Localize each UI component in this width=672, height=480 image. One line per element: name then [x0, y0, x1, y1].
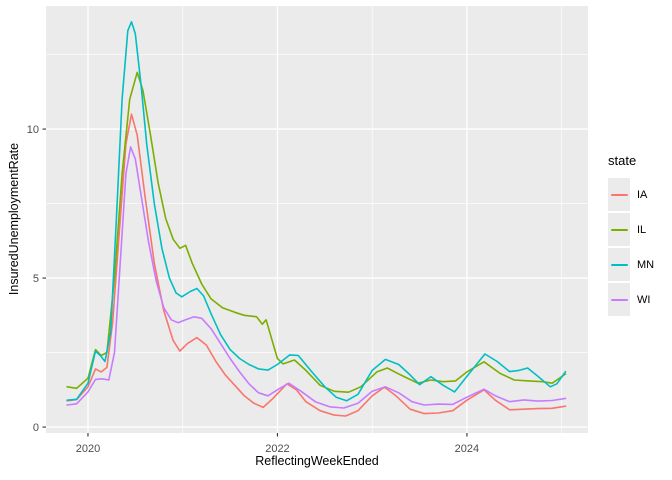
- series-line-WI: [66, 146, 567, 409]
- legend-key-wi: [608, 283, 630, 316]
- x-tick-label-2024: 2024: [455, 443, 479, 455]
- x-tick-label-2020: 2020: [76, 443, 100, 455]
- y-tick-label-10: 10: [27, 124, 39, 136]
- legend-entry-mn: MN: [608, 248, 654, 281]
- legend-key-mn: [608, 248, 630, 281]
- legend-line-icon: [610, 228, 628, 231]
- y-tick-label-0: 0: [33, 422, 39, 434]
- x-axis-title: ReflectingWeekEnded: [255, 454, 379, 468]
- legend-label-mn: MN: [637, 258, 655, 271]
- y-axis-title: InsuredUnemploymentRate: [7, 142, 21, 296]
- legend: state IA IL MN WI: [608, 153, 654, 318]
- legend-entry-il: IL: [608, 213, 654, 246]
- legend-key-ia: [608, 178, 630, 211]
- series-line-MN: [66, 20, 567, 402]
- legend-line-icon: [610, 263, 628, 266]
- x-tick-label-2022: 2022: [265, 443, 289, 455]
- legend-line-icon: [610, 193, 628, 196]
- legend-label-wi: WI: [637, 293, 651, 306]
- legend-title: state: [608, 153, 637, 168]
- series-line-IA: [66, 113, 567, 417]
- legend-label-ia: IA: [637, 188, 648, 201]
- legend-entry-ia: IA: [608, 178, 654, 211]
- legend-entry-wi: WI: [608, 283, 654, 316]
- legend-label-il: IL: [637, 223, 647, 236]
- legend-line-icon: [610, 298, 628, 301]
- legend-key-il: [608, 213, 630, 246]
- series-line-IL: [66, 71, 567, 394]
- y-tick-label-5: 5: [33, 273, 39, 285]
